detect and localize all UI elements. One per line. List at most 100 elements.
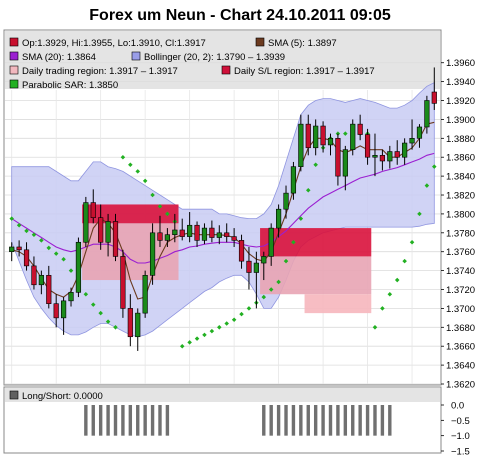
sl-region	[260, 228, 372, 257]
y-tick-label: 1.3740	[446, 266, 475, 277]
candle-body	[61, 300, 67, 319]
candle-body	[90, 202, 96, 218]
sar-dot	[16, 222, 22, 228]
candle	[350, 119, 356, 156]
candle-body	[127, 308, 133, 338]
candle-body	[172, 229, 178, 236]
sar-dot	[239, 311, 244, 317]
candle-body	[364, 134, 371, 158]
y-tick-label: 1.3720	[446, 285, 475, 296]
candle-body	[298, 123, 304, 167]
candle	[179, 218, 185, 241]
y-tick-label: 1.3820	[446, 191, 475, 202]
candle-body	[409, 138, 415, 144]
sar-dot	[432, 164, 437, 169]
candle	[98, 204, 104, 250]
y-tick-label: 1.3680	[446, 323, 475, 334]
candle	[38, 270, 44, 295]
y-tick-label: −0.5	[451, 416, 470, 427]
sar-dot	[380, 306, 385, 311]
sar-dot	[394, 277, 400, 283]
candle-body	[187, 224, 193, 237]
long-short-bar	[91, 405, 95, 436]
long-short-bar	[358, 405, 362, 436]
long-short-bars	[84, 405, 392, 436]
sma5-line	[11, 121, 435, 300]
candle	[276, 204, 282, 238]
y-tick-label: 1.3860	[446, 153, 475, 164]
sar-dot	[261, 294, 267, 300]
candle	[120, 249, 126, 318]
long-short-bar	[150, 405, 155, 436]
long-short-bar	[321, 405, 325, 436]
candle	[298, 114, 304, 172]
legend-label-ohlc: Op:1.3929, Hi:1.3955, Lo:1.3910, Cl:1.39…	[22, 38, 206, 49]
long-short-bar	[128, 405, 133, 436]
long-short-bar	[143, 405, 147, 436]
candle-body	[231, 236, 237, 241]
candle	[105, 213, 111, 257]
price-legend: Op:1.3929, Hi:1.3955, Lo:1.3910, Cl:1.39…	[9, 37, 375, 91]
candle-body	[75, 241, 82, 293]
legend-label-trading-region: Daily trading region: 1.3917 – 1.3917	[22, 66, 178, 77]
candle-body	[402, 142, 408, 158]
candle	[9, 242, 15, 262]
candle	[246, 246, 252, 290]
candle-body	[416, 126, 423, 139]
y-tick-label: 1.3760	[446, 247, 475, 258]
legend-label-sma5: SMA (5): 1.3897	[268, 38, 337, 49]
candle	[431, 67, 437, 110]
candle	[320, 121, 326, 153]
long-short-bar	[343, 405, 348, 436]
candle-body	[379, 155, 385, 162]
candle-body	[238, 240, 245, 262]
candle	[172, 213, 178, 243]
legend-label-long-short: Long/Short: 0.0000	[22, 391, 103, 402]
candle-body	[327, 138, 334, 146]
legend-marker-trading-region	[9, 65, 19, 75]
candle	[149, 223, 156, 285]
candle	[342, 145, 348, 191]
candle	[31, 256, 37, 290]
trading-region	[304, 294, 372, 314]
y-tick-label: −1.0	[451, 431, 470, 442]
candle	[75, 237, 82, 298]
y-tick-label: 1.3940	[446, 77, 475, 88]
long-short-bar	[299, 405, 303, 436]
sar-dot	[231, 317, 237, 323]
y-tick-label: 1.3840	[446, 172, 475, 183]
y-tick-label: 1.3640	[446, 361, 475, 372]
trading-region	[82, 223, 179, 281]
candle-body	[246, 260, 252, 273]
legend-marker-sar	[9, 79, 19, 89]
candle	[201, 223, 208, 245]
candle-body	[149, 232, 156, 276]
sar-dot	[372, 325, 378, 330]
candle-body	[179, 229, 185, 237]
sar-dot	[46, 245, 52, 251]
candle-body	[387, 151, 393, 162]
sar-dot	[298, 216, 304, 221]
sar-dot	[31, 232, 37, 237]
trading-region	[260, 256, 372, 295]
long-short-bar	[84, 405, 88, 436]
long-short-bar	[336, 405, 340, 436]
candle	[164, 228, 170, 247]
candle-body	[224, 232, 230, 237]
sar-dot	[305, 188, 311, 193]
candle-body	[342, 149, 348, 177]
candle	[268, 223, 274, 266]
candle	[53, 294, 59, 328]
y-tick-label: 1.3800	[446, 209, 475, 220]
candle	[261, 251, 267, 281]
candle-body	[394, 151, 400, 158]
sar-dot	[283, 258, 289, 264]
candle	[194, 221, 200, 247]
y-tick-label: 1.3660	[446, 342, 475, 353]
sl-region	[82, 204, 179, 224]
candle-body	[83, 202, 89, 243]
candle-body	[164, 234, 170, 241]
sar-dot	[387, 291, 393, 297]
candle-body	[283, 192, 289, 210]
